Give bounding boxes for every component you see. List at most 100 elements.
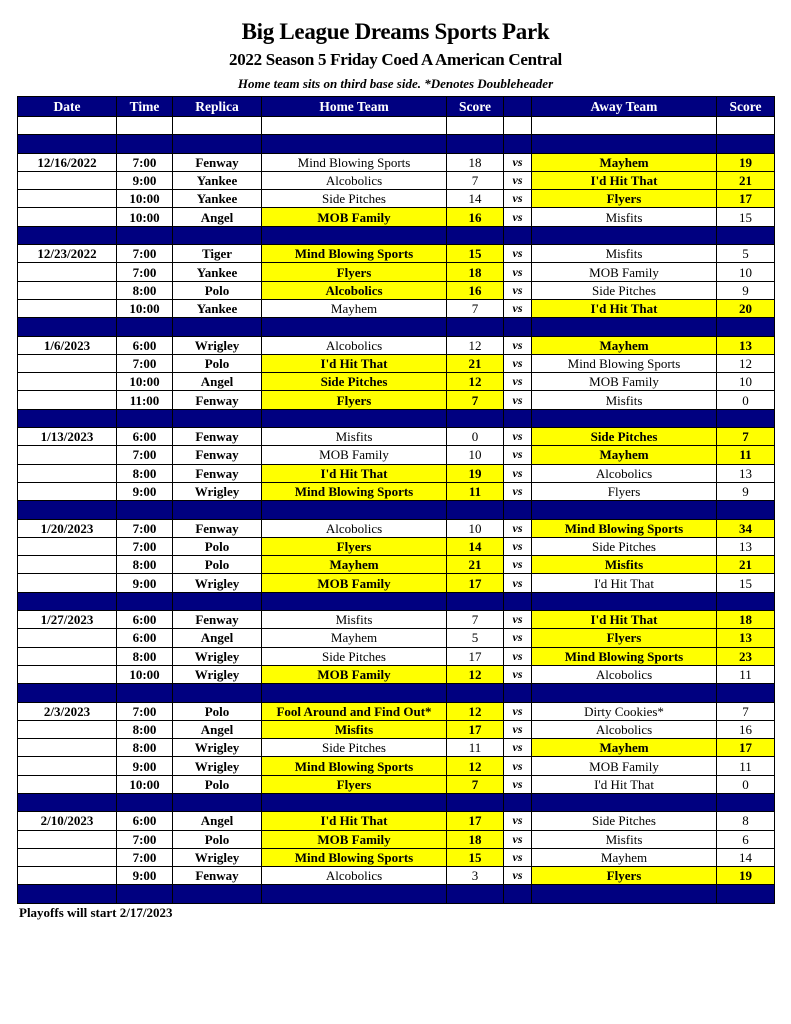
date-cell	[17, 353, 117, 374]
game-row: 7:00 Fenway MOB Family 10 vs Mayhem 11	[17, 445, 775, 465]
replica-cell: Tiger	[172, 244, 262, 264]
time-cell: 7:00	[116, 518, 173, 538]
replica-cell: Angel	[172, 372, 262, 392]
separator-cell	[116, 317, 173, 337]
away-team-cell: I'd Hit That	[531, 170, 717, 191]
home-team-cell: Alcobolics	[261, 866, 447, 886]
away-team-cell: Flyers	[531, 481, 717, 502]
home-team-cell: Alcobolics	[261, 518, 447, 538]
date-cell	[17, 189, 117, 209]
separator-cell	[446, 500, 504, 520]
replica-cell: Angel	[172, 811, 262, 831]
home-team-cell: Mayhem	[261, 628, 447, 648]
separator-cell	[172, 591, 262, 612]
date-cell: 2/3/2023	[17, 701, 117, 721]
away-score-cell: 17	[716, 738, 775, 758]
vs-cell: vs	[503, 536, 532, 557]
home-score-cell: 11	[446, 481, 504, 502]
separator-cell	[446, 884, 504, 904]
away-score-cell: 19	[716, 866, 775, 886]
separator-cell	[116, 792, 173, 813]
date-cell	[17, 847, 117, 868]
separator-cell	[503, 500, 532, 520]
away-score-cell: 10	[716, 262, 775, 282]
away-score-cell: 9	[716, 481, 775, 502]
home-team-cell: Mayhem	[261, 555, 447, 575]
replica-cell: Wrigley	[172, 664, 262, 685]
home-team-cell: Misfits	[261, 610, 447, 630]
vs-cell: vs	[503, 518, 532, 538]
blank-cell	[716, 115, 775, 136]
separator-cell	[446, 134, 504, 154]
separator-cell	[261, 408, 447, 429]
separator-cell	[116, 500, 173, 520]
separator-cell	[716, 591, 775, 612]
away-score-cell: 15	[716, 207, 775, 227]
separator-cell	[261, 591, 447, 612]
home-score-cell: 7	[446, 390, 504, 410]
home-score-cell: 18	[446, 262, 504, 282]
replica-cell: Wrigley	[172, 847, 262, 868]
home-team-cell: MOB Family	[261, 207, 447, 227]
away-team-cell: MOB Family	[531, 756, 717, 776]
separator-row	[17, 317, 775, 337]
separator-cell	[172, 225, 262, 246]
separator-cell	[17, 792, 117, 813]
home-score-cell: 12	[446, 335, 504, 355]
blank-cell	[531, 115, 717, 136]
away-score-cell: 13	[716, 335, 775, 355]
time-cell: 10:00	[116, 774, 173, 794]
away-score-cell: 20	[716, 298, 775, 319]
away-score-cell: 9	[716, 280, 775, 300]
time-cell: 8:00	[116, 738, 173, 758]
home-score-cell: 16	[446, 280, 504, 300]
date-cell	[17, 719, 117, 740]
away-team-cell: Mind Blowing Sports	[531, 518, 717, 538]
home-score-cell: 5	[446, 628, 504, 648]
away-score-cell: 11	[716, 445, 775, 465]
separator-cell	[116, 225, 173, 246]
home-score-cell: 14	[446, 189, 504, 209]
replica-cell: Angel	[172, 719, 262, 740]
date-cell	[17, 756, 117, 776]
date-cell	[17, 262, 117, 282]
separator-cell	[17, 591, 117, 612]
date-cell	[17, 573, 117, 593]
away-team-cell: Alcobolics	[531, 664, 717, 685]
home-team-cell: Mind Blowing Sports	[261, 244, 447, 264]
time-cell: 8:00	[116, 646, 173, 666]
time-cell: 10:00	[116, 298, 173, 319]
date-cell	[17, 536, 117, 557]
vs-cell: vs	[503, 829, 532, 849]
page-title: Big League Dreams Sports Park	[241, 19, 550, 44]
away-team-cell: Side Pitches	[531, 536, 717, 557]
time-cell: 9:00	[116, 170, 173, 191]
separator-cell	[172, 683, 262, 703]
home-team-cell: I'd Hit That	[261, 811, 447, 831]
date-cell	[17, 829, 117, 849]
replica-cell: Wrigley	[172, 738, 262, 758]
separator-cell	[116, 408, 173, 429]
separator-cell	[446, 408, 504, 429]
time-cell: 7:00	[116, 536, 173, 557]
vs-cell: vs	[503, 701, 532, 721]
time-cell: 11:00	[116, 390, 173, 410]
away-team-cell: Misfits	[531, 555, 717, 575]
away-score-cell: 11	[716, 664, 775, 685]
game-row: 8:00 Angel Misfits 17 vs Alcobolics 16	[17, 719, 775, 740]
col-away-team: Away Team	[531, 96, 717, 117]
date-cell	[17, 774, 117, 794]
away-team-cell: Misfits	[531, 829, 717, 849]
game-row: 10:00 Angel Side Pitches 12 vs MOB Family 10	[17, 372, 775, 392]
time-cell: 7:00	[116, 445, 173, 465]
vs-cell: vs	[503, 664, 532, 685]
home-team-cell: MOB Family	[261, 829, 447, 849]
vs-cell: vs	[503, 427, 532, 447]
replica-cell: Fenway	[172, 445, 262, 465]
game-row: 1/13/2023 6:00 Fenway Misfits 0 vs Side Pitche…	[17, 427, 775, 447]
home-score-cell: 19	[446, 463, 504, 483]
home-team-cell: Mind Blowing Sports	[261, 756, 447, 776]
home-score-cell: 18	[446, 829, 504, 849]
separator-cell	[172, 792, 262, 813]
separator-cell	[531, 884, 717, 904]
